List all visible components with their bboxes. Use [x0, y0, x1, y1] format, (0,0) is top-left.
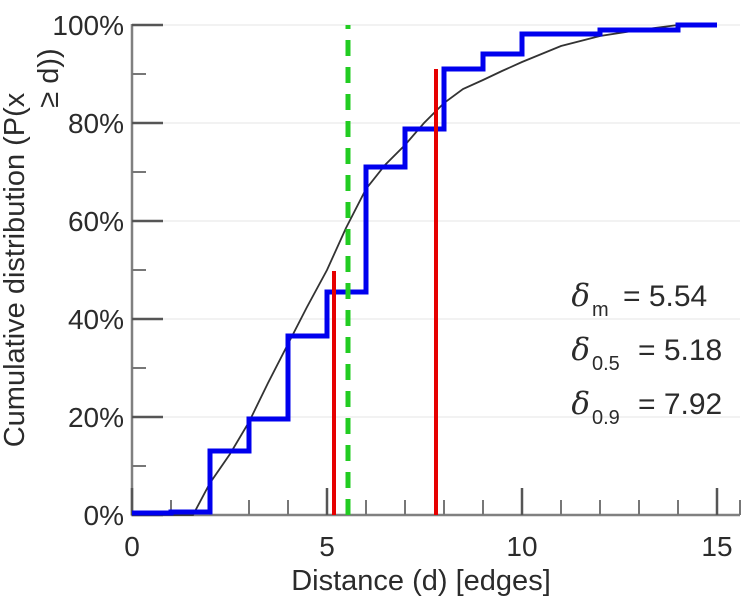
- plot-background: [132, 25, 717, 515]
- annotation-delta-p90: δ 0.9 = 7.92: [571, 386, 722, 429]
- delta-subscript-p90: 0.9: [592, 407, 620, 429]
- delta-value-median: = 5.18: [638, 334, 722, 367]
- delta-subscript-mean: m: [592, 299, 609, 321]
- x-tick-label-0: 0: [124, 531, 140, 562]
- annotation-delta-median: δ 0.5 = 5.18: [571, 332, 722, 375]
- y-tick-label-20: 20%: [68, 402, 124, 433]
- y-axis-title-line1: Cumulative distribution (P(x: [0, 92, 31, 447]
- x-tick-label-10: 10: [506, 531, 537, 562]
- delta-symbol-median: δ: [571, 332, 590, 368]
- y-axis-minor-ticks: [132, 73, 146, 467]
- y-tick-label-100: 100%: [52, 10, 124, 41]
- delta-symbol-p90: δ: [571, 386, 590, 422]
- y-tick-label-80: 80%: [68, 108, 124, 139]
- delta-value-p90: = 7.92: [638, 388, 722, 421]
- x-tick-label-15: 15: [701, 531, 732, 562]
- delta-subscript-median: 0.5: [592, 353, 620, 375]
- y-tick-label-0: 0%: [84, 500, 124, 531]
- delta-symbol-mean: δ: [571, 278, 590, 314]
- x-tick-label-5: 5: [319, 531, 335, 562]
- delta-value-mean: = 5.54: [623, 280, 707, 313]
- y-axis-title-line2: ≥ d)): [33, 48, 65, 107]
- y-tick-label-60: 60%: [68, 206, 124, 237]
- y-tick-label-40: 40%: [68, 304, 124, 335]
- x-axis-title: Distance (d) [edges]: [291, 565, 551, 597]
- annotation-delta-mean: δ m = 5.54: [571, 278, 707, 321]
- step-curve: [132, 22, 717, 516]
- fitted-curve: [132, 24, 679, 516]
